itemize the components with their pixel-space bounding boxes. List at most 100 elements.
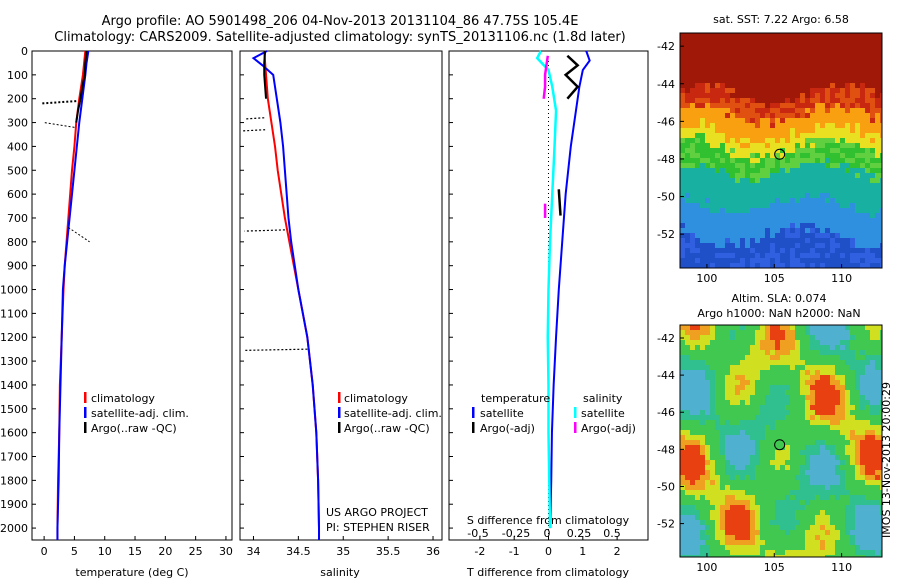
map-lon-label: 110 [831,272,852,285]
map-frame-sst [679,32,883,269]
depth-tick-label: 1200 [0,331,28,344]
temperature-xtick-label: 10 [98,545,112,558]
temperature-axes [31,50,233,541]
difference-series-sat-S [535,50,558,529]
salinity-xtick-label: 35.5 [376,545,401,558]
salinity-legend-swatch [338,407,341,418]
salinity-series-climatology [263,50,321,540]
difference-legend-salinity-title: salinity [583,392,623,405]
salinity-series-satellite_clim [251,50,321,540]
map-lat-label: -42 [657,332,675,345]
temperature-xtick-label: 20 [158,545,172,558]
salinity-series-argo [263,50,268,99]
map-sla [680,325,882,557]
difference-legend-label: satellite [480,407,524,420]
temperature-xtick-label: 30 [219,545,233,558]
salinity-argo-qc-trace [242,129,266,132]
difference-legend-label: Argo(-adj) [581,422,636,435]
salinity-legend-swatch [338,422,341,433]
temperature-argo-qc-trace [41,100,77,105]
depth-tick-label: 1800 [0,474,28,487]
map-lon-label: 100 [696,272,717,285]
map-lat-label: -50 [657,480,675,493]
depth-tick-label: 1900 [0,498,28,511]
S-difference-tick-label: 0.5 [603,527,621,540]
argo-location-marker [774,148,786,160]
T-difference-tick-label: -2 [474,545,485,558]
difference-series-argo-T [563,54,580,100]
imos-timestamp-label: IMOS 13-Nov-2013 20:00:29 [880,382,893,538]
salinity-legend-label: climatology [344,392,408,405]
map-lat-label: -48 [657,153,675,166]
depth-tick-label: 0 [21,45,28,58]
temperature-xtick-label: 5 [71,545,78,558]
salinity-legend-label: Argo(..raw -QC) [344,422,430,435]
S-difference-xlabel: S difference from climatology [467,514,630,527]
salinity-xtick-label: 36 [426,545,440,558]
temperature-xtick-label: 0 [41,545,48,558]
project-label: US ARGO PROJECT [326,506,428,519]
S-difference-tick-label: -0.25 [502,527,530,540]
argo-location-marker [774,439,786,451]
temperature-series-satellite_clim [56,50,90,540]
difference-legend-swatch [472,407,475,418]
T-difference-tick-label: 1 [579,545,586,558]
sla-map-title-line2: Argo h1000: NaN h2000: NaN [697,307,860,320]
depth-tick-label: 900 [7,260,28,273]
T-difference-xlabel: T difference from climatology [466,566,629,579]
salinity-xlabel: salinity [320,566,360,579]
depth-tick-label: 1500 [0,403,28,416]
temperature-legend-label: Argo(..raw -QC) [91,422,177,435]
difference-legend-label: Argo(-adj) [480,422,535,435]
depth-tick-label: 100 [7,69,28,82]
depth-tick-label: 1100 [0,307,28,320]
map-lon-label: 110 [831,561,852,574]
salinity-argo-qc-trace [244,117,265,120]
temperature-legend-swatch [84,392,87,403]
map-lat-label: -52 [657,228,675,241]
salinity-axes [239,50,443,541]
map-lat-label: -46 [657,115,675,128]
difference-legend-temperature-title: temperature [481,392,550,405]
depth-tick-label: 700 [7,212,28,225]
T-difference-tick-label: 2 [614,545,621,558]
depth-tick-label: 800 [7,236,28,249]
sla-map-title-line1: Altim. SLA: 0.074 [731,292,826,305]
map-frame-sla [679,324,883,558]
depth-tick-label: 1600 [0,427,28,440]
salinity-legend-label: satellite-adj. clim. [344,407,442,420]
salinity-legend-swatch [338,392,341,403]
depth-tick-label: 300 [7,117,28,130]
difference-argo-T-segment [557,189,562,216]
T-difference-tick-label: -1 [509,545,520,558]
temperature-legend-swatch [84,407,87,418]
temperature-xtick-label: 15 [128,545,142,558]
map-lat-label: -46 [657,406,675,419]
figure-title-line1: Argo profile: AO 5901498_206 04-Nov-2013… [101,14,579,29]
salinity-argo-qc-trace [244,229,285,232]
depth-tick-label: 400 [7,140,28,153]
S-difference-tick-label: 0.25 [567,527,592,540]
salinity-argo-qc-trace [244,348,308,351]
salinity-xtick-label: 35 [336,545,350,558]
map-lat-label: -50 [657,191,675,204]
map-lon-label: 105 [764,272,785,285]
difference-legend-label: satellite [581,407,625,420]
depth-tick-label: 2000 [0,522,28,535]
temperature-legend-label: satellite-adj. clim. [91,407,189,420]
difference-series-argo-S [542,55,550,99]
map-lat-label: -52 [657,518,675,531]
map-lat-label: -42 [657,40,675,53]
S-difference-tick-label: -0.5 [467,527,488,540]
temperature-legend-label: climatology [91,392,155,405]
map-lon-label: 100 [696,561,717,574]
T-difference-tick-label: 0 [545,545,552,558]
temperature-xtick-label: 25 [189,545,203,558]
depth-tick-label: 600 [7,188,28,201]
difference-legend-swatch [574,407,577,418]
difference-series-sat-T [549,50,591,529]
depth-tick-label: 200 [7,93,28,106]
temperature-series-climatology [56,50,87,540]
temperature-series-argo [75,50,88,123]
